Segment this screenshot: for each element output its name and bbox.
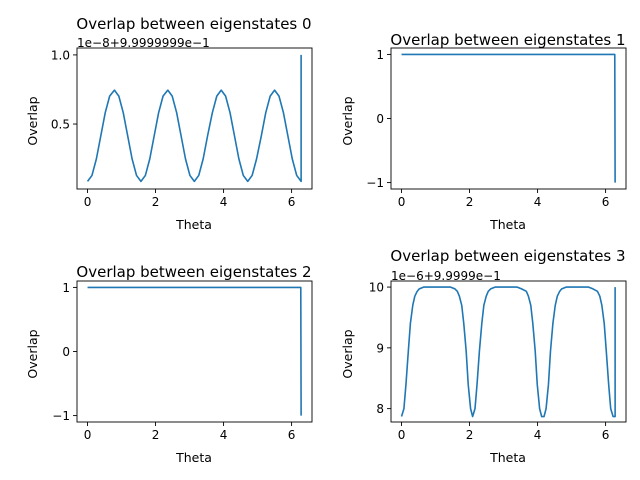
subplot-2-ytick-label: 1 — [62, 281, 70, 295]
subplot-1-xtick-label: 4 — [534, 195, 542, 209]
subplot-3-xlabel: Theta — [489, 450, 526, 465]
subplot-3: Overlap between eigenstates 3 1e−6+9.999… — [340, 247, 627, 465]
subplot-1-xtick-label: 2 — [466, 195, 474, 209]
subplot-3-xtick-label: 0 — [398, 428, 406, 442]
subplot-0-ylabel: Overlap — [25, 96, 40, 145]
subplot-3-xtick-label: 6 — [602, 428, 610, 442]
subplot-0-xtick-label: 6 — [288, 195, 296, 209]
subplot-3-xtick-label: 2 — [466, 428, 474, 442]
subplot-0-xtick-label: 4 — [220, 195, 228, 209]
subplot-1-ylabel: Overlap — [340, 96, 355, 145]
subplot-3-series-0-line — [400, 286, 616, 418]
subplot-2-xtick-label: 0 — [84, 428, 92, 442]
subplot-1: Overlap between eigenstates 1 0 2 4 6 −1 0 1 T… — [340, 31, 627, 232]
subplot-2-ytick-label: 0 — [62, 345, 70, 359]
subplot-3-ylabel: Overlap — [340, 329, 355, 378]
subplot-3-plot-area: 0 2 4 6 8 9 10 — [369, 280, 627, 442]
subplot-1-ytick-label: −1 — [366, 176, 384, 190]
subplot-3-spines — [390, 280, 627, 423]
subplot-2-xtick-label: 4 — [220, 428, 228, 442]
subplot-2-plot-area: 0 2 4 6 −1 0 1 — [52, 280, 313, 442]
subplot-2-xlabel: Theta — [175, 450, 212, 465]
subplot-0-offset-text: 1e−8+9.9999999e−1 — [77, 36, 210, 50]
subplot-2-xtick-label: 2 — [152, 428, 160, 442]
subplot-0-xtick-label: 0 — [84, 195, 92, 209]
subplot-1-plot-area: 0 2 4 6 −1 0 1 — [366, 47, 627, 209]
subplot-2-spines — [76, 280, 313, 423]
subplot-0-xtick-label: 2 — [152, 195, 160, 209]
subplot-3-xtick-label: 4 — [534, 428, 542, 442]
subplot-3-title: Overlap between eigenstates 3 — [390, 247, 625, 265]
subplot-3-ytick-label: 9 — [376, 341, 384, 355]
subplot-1-title: Overlap between eigenstates 1 — [390, 31, 625, 49]
subplot-2-ylabel: Overlap — [25, 329, 40, 378]
subplot-0-plot-area: 0 2 4 6 0.5 1.0 — [51, 47, 313, 209]
subplot-0-xlabel: Theta — [175, 217, 212, 232]
subplot-0-series-0-line — [86, 54, 302, 183]
subplot-1-series-0-line — [401, 53, 616, 183]
subplot-2-ytick-label: −1 — [52, 409, 70, 423]
subplot-1-xtick-label: 6 — [602, 195, 610, 209]
subplot-2: Overlap between eigenstates 2 0 2 4 6 −1 0 1 T… — [25, 263, 313, 465]
subplot-0-ytick-label: 0.5 — [51, 118, 70, 132]
subplot-3-ytick-label: 10 — [369, 281, 384, 295]
subplot-2-title: Overlap between eigenstates 2 — [76, 263, 311, 281]
subplot-1-xlabel: Theta — [489, 217, 526, 232]
subplot-0: Overlap between eigenstates 0 1e−8+9.999… — [25, 15, 313, 232]
subplot-2-xtick-label: 6 — [288, 428, 296, 442]
subplot-2-series-0-line — [87, 286, 302, 416]
subplot-1-xtick-label: 0 — [398, 195, 406, 209]
subplot-3-ytick-label: 8 — [376, 402, 384, 416]
subplot-0-title: Overlap between eigenstates 0 — [76, 15, 311, 33]
subplot-0-spines — [76, 47, 313, 190]
subplot-1-ytick-label: 0 — [376, 112, 384, 126]
subplot-0-ytick-label: 1.0 — [51, 48, 70, 62]
subplot-1-spines — [390, 47, 627, 190]
subplot-1-ytick-label: 1 — [376, 48, 384, 62]
subplot-3-offset-text: 1e−6+9.9999e−1 — [391, 269, 501, 283]
